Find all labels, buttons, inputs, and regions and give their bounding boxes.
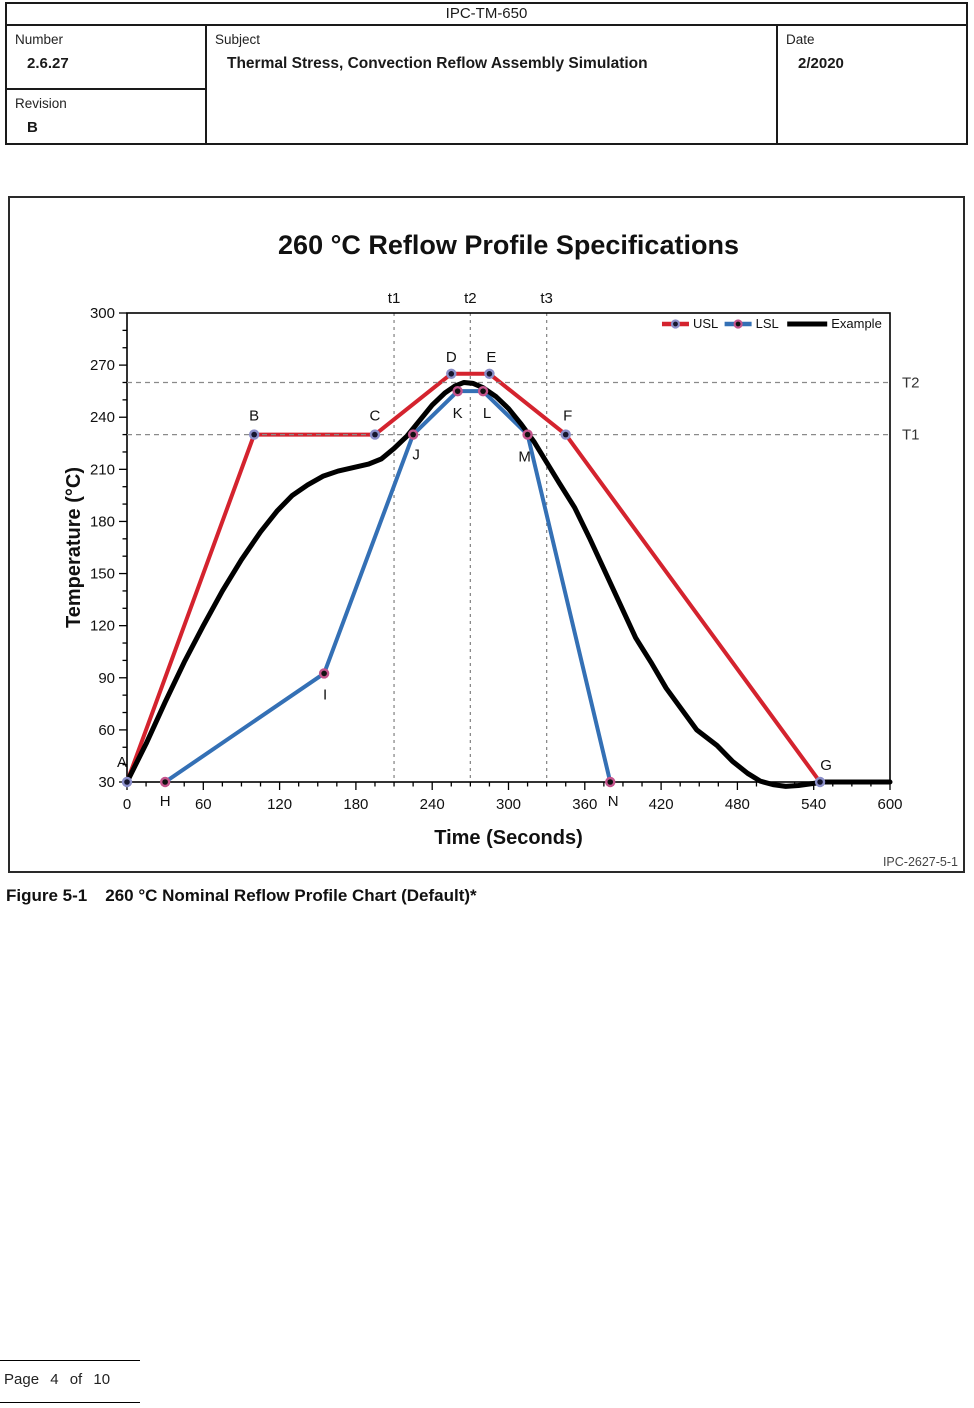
legend-label-usl: USL <box>693 316 718 331</box>
example-line <box>124 379 893 789</box>
point-J-marker-core <box>410 431 416 438</box>
figure-caption: Figure 5-1 260 °C Nominal Reflow Profile … <box>6 886 477 906</box>
revision-label: Revision <box>15 96 67 111</box>
subject-label: Subject <box>215 32 261 47</box>
point-M-marker-core <box>524 431 531 438</box>
x-tick-label: 480 <box>725 796 750 813</box>
number-value: 2.6.27 <box>27 55 69 72</box>
point-L-label: L <box>483 405 491 422</box>
x-tick-label: 360 <box>572 796 597 813</box>
point-G-marker-core <box>817 779 823 785</box>
ref-label-T1: T1 <box>902 427 920 444</box>
point-D-marker-core <box>448 370 455 377</box>
point-B-label: B <box>249 408 259 425</box>
x-tick-label: 300 <box>496 796 521 813</box>
y-tick-label: 30 <box>98 774 115 791</box>
ref-label-t2: t2 <box>464 290 477 307</box>
point-J-label: J <box>412 447 420 464</box>
legend-marker-core-usl <box>673 321 678 327</box>
point-L-marker-core <box>480 388 486 394</box>
y-tick-label: 240 <box>90 409 115 426</box>
ref-label-t3: t3 <box>540 290 553 307</box>
header-left-column: Number 2.6.27 Revision B <box>7 26 207 143</box>
point-H-label: H <box>160 793 171 810</box>
footer-rule-top <box>0 1360 140 1361</box>
x-tick-label: 60 <box>195 796 212 813</box>
point-B-marker-core <box>251 431 257 438</box>
number-cell: Number 2.6.27 <box>7 26 205 90</box>
point-I-label: I <box>323 686 327 703</box>
point-G-label: G <box>820 757 832 774</box>
x-tick-label: 240 <box>420 796 445 813</box>
point-C-marker-core <box>372 431 378 438</box>
doc-title: IPC-TM-650 <box>5 2 968 26</box>
point-H-marker-core <box>162 779 168 785</box>
legend-label-lsl: LSL <box>756 316 779 331</box>
ref-label-t1: t1 <box>388 290 401 307</box>
lsl-line <box>163 389 613 784</box>
footer-rule-bottom <box>0 1402 140 1403</box>
point-A-label: A <box>117 754 127 771</box>
y-tick-label: 120 <box>90 618 115 635</box>
page-number: Page 4 of 10 <box>4 1371 111 1388</box>
y-tick-label: 150 <box>90 566 115 583</box>
point-F-marker-core <box>562 431 569 438</box>
point-K-marker-core <box>454 388 461 394</box>
figure-frame: 260 °C Reflow Profile Specifications t1 t2… <box>8 196 965 873</box>
figure-caption-label: Figure 5-1 <box>6 886 88 905</box>
number-label: Number <box>15 32 64 47</box>
revision-value: B <box>27 119 38 136</box>
point-I-marker-core <box>321 670 327 677</box>
x-tick-label: 420 <box>649 796 674 813</box>
date-label: Date <box>786 32 815 47</box>
y-tick-label: 60 <box>98 722 115 739</box>
x-tick-label: 540 <box>801 796 826 813</box>
point-E-label: E <box>486 349 496 366</box>
y-tick-label: 90 <box>98 670 115 687</box>
legend-marker-core-lsl <box>735 321 741 327</box>
reflow-profile-chart: 260 °C Reflow Profile Specifications t1 t2… <box>63 230 958 869</box>
figure-id-watermark: IPC-2627-5-1 <box>883 855 958 869</box>
plot-frame <box>126 312 891 783</box>
x-tick-label: 180 <box>343 796 368 813</box>
date-cell: Date 2/2020 <box>776 26 966 143</box>
x-tick-label: 0 <box>123 796 131 813</box>
x-tick-label: 600 <box>877 796 902 813</box>
point-E-marker-core <box>486 370 493 377</box>
x-tick-label: 120 <box>267 796 292 813</box>
ref-label-T2: T2 <box>902 374 920 391</box>
legend-label-example: Example <box>831 316 882 331</box>
y-tick-label: 270 <box>90 357 115 374</box>
figure-caption-text: 260 °C Nominal Reflow Profile Chart (Def… <box>105 886 477 905</box>
point-A-marker-core <box>124 779 130 785</box>
header-grid: Number 2.6.27 Revision B Subject Thermal… <box>5 26 968 145</box>
y-tick-label: 180 <box>90 513 115 530</box>
point-K-label: K <box>453 405 463 422</box>
y-tick-label: 210 <box>90 461 115 478</box>
point-N-label: N <box>608 793 619 810</box>
chart-title: 260 °C Reflow Profile Specifications <box>278 230 739 260</box>
subject-cell: Subject Thermal Stress, Convection Reflo… <box>207 26 776 143</box>
date-value: 2/2020 <box>798 55 844 72</box>
point-M-label: M <box>518 449 531 466</box>
point-N-marker-core <box>607 779 614 785</box>
point-F-label: F <box>563 408 572 425</box>
y-axis-title: Temperature (°C) <box>63 467 85 628</box>
point-C-label: C <box>370 408 381 425</box>
x-axis-title: Time (Seconds) <box>434 827 583 849</box>
revision-cell: Revision B <box>7 90 205 143</box>
document-header: IPC-TM-650 Number 2.6.27 Revision B Subj… <box>5 2 968 145</box>
y-tick-label: 300 <box>90 305 115 322</box>
point-D-label: D <box>446 349 457 366</box>
subject-value: Thermal Stress, Convection Reflow Assemb… <box>227 55 648 72</box>
